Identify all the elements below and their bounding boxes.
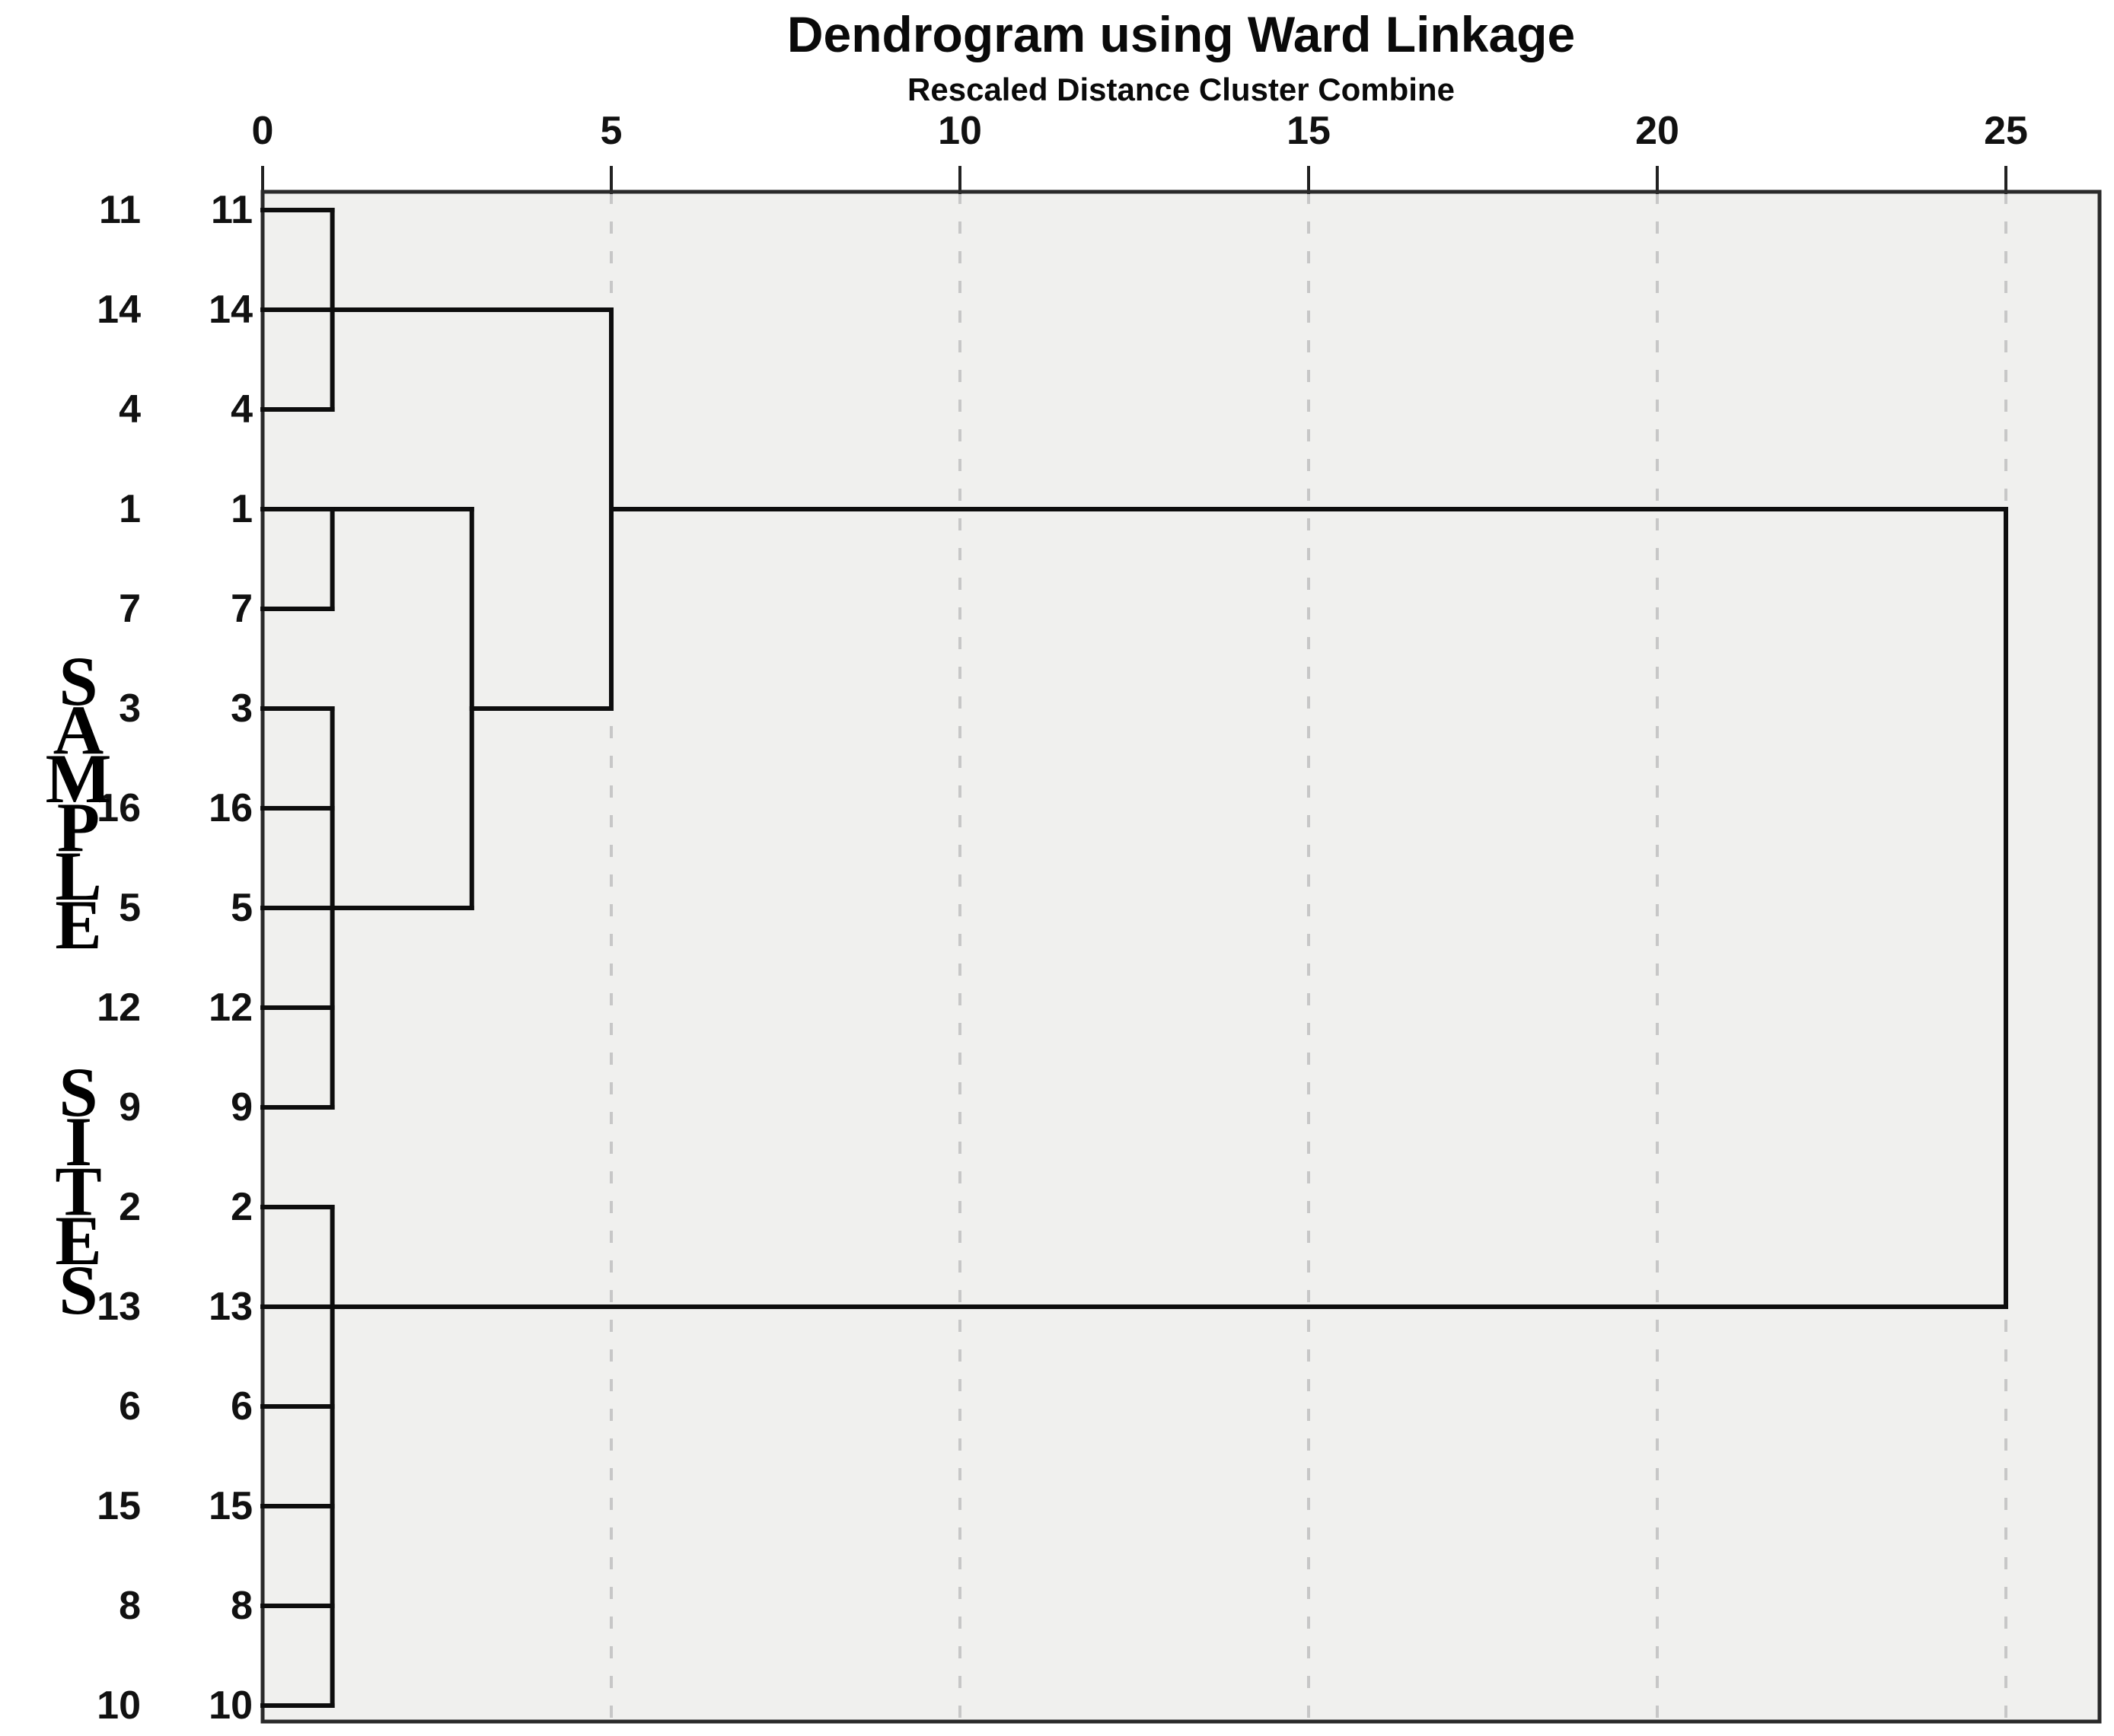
site-label-8: 8	[119, 1584, 141, 1628]
y-axis-title-letter: P	[56, 788, 100, 866]
y-axis-title-letter: S	[59, 642, 98, 720]
site-label-7: 7	[231, 587, 253, 631]
site-label-10: 10	[209, 1683, 253, 1728]
x-tick-label-20: 20	[1635, 109, 1679, 153]
site-label-3: 3	[119, 686, 141, 731]
site-label-6: 6	[119, 1384, 141, 1429]
y-axis-title-letter: E	[55, 1202, 102, 1279]
site-label-9: 9	[119, 1085, 141, 1129]
site-label-12: 12	[209, 986, 253, 1030]
site-label-12: 12	[97, 986, 141, 1030]
site-label-2: 2	[119, 1185, 141, 1229]
site-label-14: 14	[209, 288, 253, 332]
site-label-13: 13	[209, 1285, 253, 1329]
y-axis-title-letter: A	[53, 691, 104, 769]
y-axis-title-letter: T	[55, 1152, 102, 1230]
site-label-5: 5	[231, 886, 253, 930]
site-label-10: 10	[97, 1683, 141, 1728]
site-label-14: 14	[97, 288, 141, 332]
site-label-3: 3	[231, 686, 253, 731]
y-axis-title-letter: S	[59, 1053, 98, 1131]
site-label-16: 16	[209, 786, 253, 830]
site-label-8: 8	[231, 1584, 253, 1628]
site-label-1: 1	[231, 487, 253, 531]
y-axis-title-letter: M	[45, 740, 112, 817]
site-label-16: 16	[97, 786, 141, 830]
plot-border	[260, 190, 2102, 1724]
chart-subtitle: Rescaled Distance Cluster Combine	[907, 72, 1455, 107]
site-label-13: 13	[97, 1285, 141, 1329]
site-label-5: 5	[119, 886, 141, 930]
site-label-9: 9	[231, 1085, 253, 1129]
x-tick-label-0: 0	[251, 109, 274, 153]
x-tick-label-5: 5	[600, 109, 623, 153]
site-label-15: 15	[209, 1484, 253, 1528]
site-label-2: 2	[231, 1185, 253, 1229]
site-label-4: 4	[231, 387, 253, 432]
x-tick-label-25: 25	[1984, 109, 2028, 153]
plot-background	[263, 192, 2100, 1722]
site-label-7: 7	[119, 587, 141, 631]
y-axis-title-letter: E	[55, 886, 102, 964]
site-label-15: 15	[97, 1484, 141, 1528]
site-label-4: 4	[119, 387, 141, 432]
y-axis-title-letter: I	[65, 1103, 92, 1180]
y-axis-title-letter: S	[59, 1251, 98, 1329]
y-axis-title-letter: L	[55, 837, 102, 915]
x-tick-label-10: 10	[938, 109, 982, 153]
x-tick-label-15: 15	[1287, 109, 1331, 153]
site-label-11: 11	[211, 188, 253, 232]
chart-title: Dendrogram using Ward Linkage	[786, 6, 1576, 62]
site-label-11: 11	[99, 188, 141, 232]
site-label-1: 1	[119, 487, 141, 531]
site-label-6: 6	[231, 1384, 253, 1429]
